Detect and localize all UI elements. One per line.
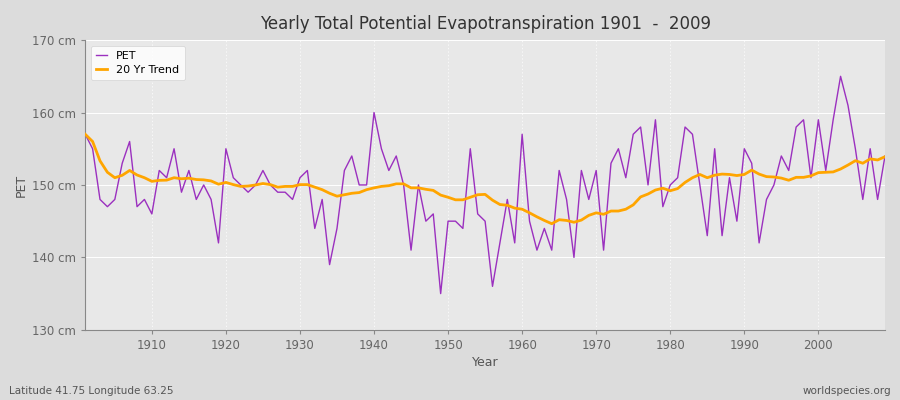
Title: Yearly Total Potential Evapotranspiration 1901  -  2009: Yearly Total Potential Evapotranspiratio… [259,15,711,33]
20 Yr Trend [509,206,520,210]
X-axis label: Year: Year [472,356,499,369]
PET [80,132,91,137]
Line: 20 Yr Trend: 20 Yr Trend [86,134,885,224]
Line: PET: PET [86,76,885,294]
PET [517,132,527,137]
20 Yr Trend [80,132,91,137]
20 Yr Trend [517,207,527,212]
PET [524,219,535,224]
PET [346,154,357,158]
Legend: PET, 20 Yr Trend: PET, 20 Yr Trend [91,46,185,80]
PET [613,146,624,151]
PET [139,197,149,202]
PET [436,291,446,296]
20 Yr Trend [346,191,357,196]
20 Yr Trend [139,175,149,180]
Text: Latitude 41.75 Longitude 63.25: Latitude 41.75 Longitude 63.25 [9,386,174,396]
PET [879,154,890,158]
20 Yr Trend [613,209,624,214]
PET [302,168,313,173]
20 Yr Trend [546,221,557,226]
Text: worldspecies.org: worldspecies.org [803,386,891,396]
Y-axis label: PET: PET [15,173,28,196]
20 Yr Trend [879,154,890,159]
PET [835,74,846,79]
20 Yr Trend [302,182,313,187]
